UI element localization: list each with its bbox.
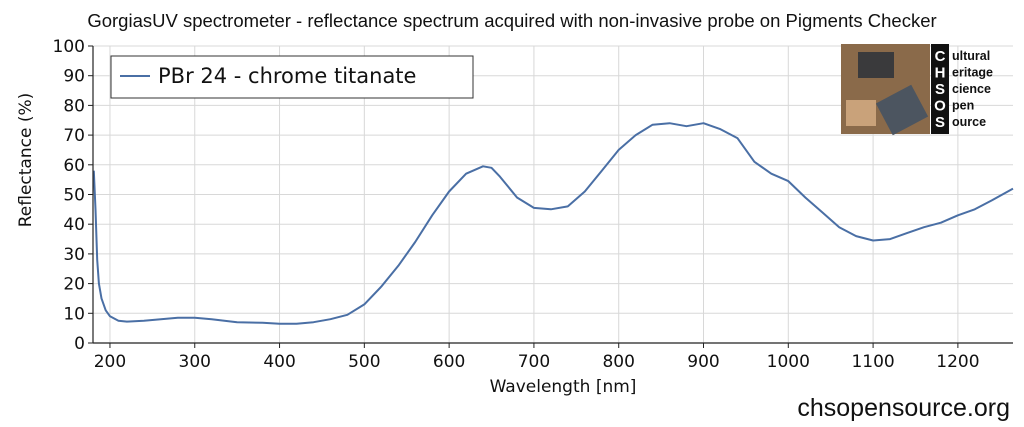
y-tick-label: 90 (63, 67, 85, 87)
logo-word: ultural (952, 49, 990, 63)
chart-title: GorgiasUV spectrometer - reflectance spe… (87, 10, 936, 31)
logo-letter: H (935, 65, 946, 82)
logo-photo-panel (875, 84, 929, 136)
y-tick-label: 50 (63, 186, 85, 206)
x-tick-label: 1100 (851, 352, 894, 372)
x-tick-label: 500 (348, 352, 380, 372)
x-tick-label: 800 (602, 352, 634, 372)
logo-photo-device (858, 52, 894, 78)
logo-letter: C (935, 48, 946, 65)
y-tick-label: 80 (63, 96, 85, 116)
x-tick-label: 700 (518, 352, 550, 372)
series-layer (92, 122, 1014, 325)
ticks: 0 10 20 30 40 50 60 70 80 90 100 200 300 400 500 600 700… (53, 37, 980, 372)
x-axis-label: Wavelength [nm] (490, 377, 637, 397)
x-tick-label: 1000 (767, 352, 810, 372)
legend: PBr 24 - chrome titanate (110, 55, 474, 99)
y-tick-label: 100 (53, 37, 85, 57)
logo-word: cience (952, 82, 991, 96)
logo-letter: S (935, 114, 945, 131)
logo-word: ource (952, 115, 986, 129)
legend-label: PBr 24 - chrome titanate (158, 64, 416, 88)
x-tick-label: 400 (263, 352, 295, 372)
x-tick-label: 600 (433, 352, 465, 372)
y-tick-label: 0 (74, 334, 85, 354)
logo-word: eritage (952, 66, 993, 80)
logo-letter: O (934, 98, 946, 115)
x-tick-label: 1200 (936, 352, 979, 372)
logo-letter: S (935, 81, 945, 98)
logo-word: pen (952, 99, 974, 113)
x-tick-label: 900 (687, 352, 719, 372)
y-tick-label: 10 (63, 304, 85, 324)
y-tick-label: 40 (63, 215, 85, 235)
footer-site-url: chsopensource.org (797, 394, 1010, 422)
legend-box (110, 55, 474, 99)
y-tick-label: 70 (63, 126, 85, 146)
y-tick-label: 20 (63, 275, 85, 295)
y-axis-label: Reflectance (%) (16, 93, 36, 228)
logo-photo-highlight (846, 100, 876, 126)
x-tick-label: 300 (179, 352, 211, 372)
y-tick-label: 60 (63, 156, 85, 176)
logo-letter-column (931, 44, 949, 134)
series-line (92, 122, 1014, 325)
x-tick-label: 200 (94, 352, 126, 372)
y-tick-label: 30 (63, 245, 85, 265)
